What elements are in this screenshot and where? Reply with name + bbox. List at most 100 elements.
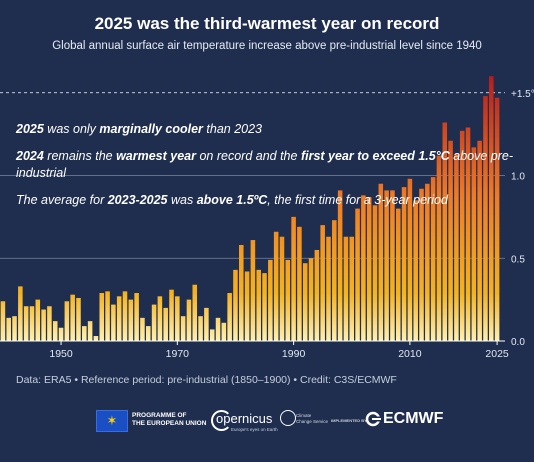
bar-1972: [186, 299, 192, 341]
bar-1962: [128, 299, 134, 341]
bars-layer: [0, 76, 500, 341]
bar-2024: [489, 76, 494, 341]
bar-1958: [105, 291, 110, 341]
bar-1971: [180, 316, 186, 341]
bar-1982: [244, 271, 250, 341]
annotation-segment: on record and the: [196, 149, 301, 163]
y-tick-label: +1.5°C: [511, 89, 534, 100]
bar-2011: [413, 200, 418, 341]
bar-1997: [332, 220, 337, 341]
bar-2004: [372, 205, 378, 341]
bar-1993: [308, 258, 314, 341]
bar-2023: [483, 96, 488, 341]
annotation-segment: was: [167, 193, 197, 207]
data-credit: Data: ERA5 • Reference period: pre-indus…: [16, 374, 397, 386]
bar-1951: [64, 301, 70, 341]
bar-2016: [442, 122, 448, 341]
annotation-2025: 2025 was only marginally cooler than 202…: [16, 121, 262, 138]
annotation-2023-2025-average: The average for 2023-2025 was above 1.5º…: [16, 192, 448, 209]
copernicus-logo-icon: [211, 410, 232, 431]
bar-1994: [314, 249, 320, 341]
bar-1941: [6, 317, 11, 341]
bar-1950: [58, 327, 64, 341]
copernicus-tagline: Europe's eyes on Earth: [231, 427, 278, 432]
bar-1940: [0, 301, 6, 341]
bar-2008: [395, 208, 401, 341]
copernicus-logo-text: opernicus: [216, 411, 273, 426]
bar-1965: [145, 326, 151, 341]
bar-1985: [262, 273, 267, 341]
annotation-segment: 2023-2025: [107, 193, 168, 207]
x-tick-label: 2025: [485, 348, 509, 360]
bar-1977: [215, 317, 221, 341]
bar-1957: [99, 293, 105, 341]
bar-1947: [41, 309, 46, 341]
annotation-segment: warmest year: [116, 149, 196, 163]
axis-layer: 0.0 0.5 1.0 +1.5°C 1950 1970 1990 2010 2025: [0, 89, 534, 360]
bar-1953: [76, 297, 81, 341]
bar-1956: [93, 336, 99, 341]
x-tick-label: 1950: [49, 348, 73, 360]
eu-programme-logo-text: PROGRAMME OF THE EUROPEAN UNION: [132, 412, 207, 427]
c3s-logo-icon: [280, 410, 296, 426]
bar-2020: [465, 127, 471, 341]
ecmwf-logo-text: ECMWF: [383, 410, 444, 427]
bar-2018: [454, 153, 459, 341]
x-tick-label: 1970: [166, 348, 190, 360]
bar-2000: [349, 236, 355, 341]
bar-2002: [361, 195, 366, 341]
bar-1967: [157, 296, 163, 341]
bar-1970: [175, 296, 180, 341]
implemented-by-label: IMPLEMENTED BY: [331, 418, 367, 423]
bar-2012: [419, 188, 424, 341]
bar-1944: [23, 306, 29, 341]
ecmwf-logo-icon: [365, 411, 381, 427]
bar-1969: [169, 289, 174, 341]
annotation-segment: 2024: [16, 149, 44, 163]
bar-1952: [70, 294, 75, 341]
bar-2015: [436, 155, 442, 341]
bar-2017: [448, 140, 453, 341]
bar-1943: [18, 286, 23, 341]
bar-1999: [343, 236, 349, 341]
bar-1992: [302, 263, 308, 341]
bar-1976: [209, 329, 215, 341]
y-tick-label: 1.0: [511, 172, 525, 183]
bar-2006: [384, 190, 389, 341]
bar-2022: [477, 140, 482, 341]
bar-1964: [140, 317, 145, 341]
bar-1986: [268, 259, 273, 341]
y-tick-label: 0.5: [511, 254, 525, 265]
annotation-segment: above pre-industrial: [16, 149, 513, 180]
bar-1995: [320, 225, 325, 341]
bar-1987: [273, 231, 279, 341]
annotation-segment: first year to exceed 1.5°C: [300, 149, 450, 163]
bar-1948: [47, 306, 52, 341]
bar-1979: [227, 293, 232, 341]
x-tick-label: 2010: [398, 348, 422, 360]
bar-1991: [297, 226, 302, 341]
eu-flag-icon: ✶: [96, 410, 128, 432]
bar-2010: [407, 178, 413, 341]
bar-1990: [291, 216, 296, 341]
bar-1963: [134, 293, 139, 341]
bar-1942: [12, 316, 17, 341]
annotation-segment: was only: [43, 122, 100, 136]
bar-1980: [233, 269, 238, 341]
bar-1960: [116, 296, 122, 341]
bar-2007: [390, 190, 395, 341]
bar-2013: [425, 183, 430, 341]
bar-2025: [494, 97, 500, 341]
bar-1989: [285, 259, 291, 341]
annotation-segment: , the first time for a 3-year period: [267, 193, 448, 207]
bar-2005: [378, 183, 384, 341]
annotation-segment: above 1.5ºC: [196, 193, 268, 207]
logo-strip: ✶ PROGRAMME OF THE EUROPEAN UNION operni…: [0, 406, 534, 438]
bar-1949: [52, 321, 58, 341]
bar-1974: [198, 316, 203, 341]
bar-1988: [279, 236, 285, 341]
bar-1966: [151, 304, 157, 341]
bar-1998: [337, 190, 343, 341]
